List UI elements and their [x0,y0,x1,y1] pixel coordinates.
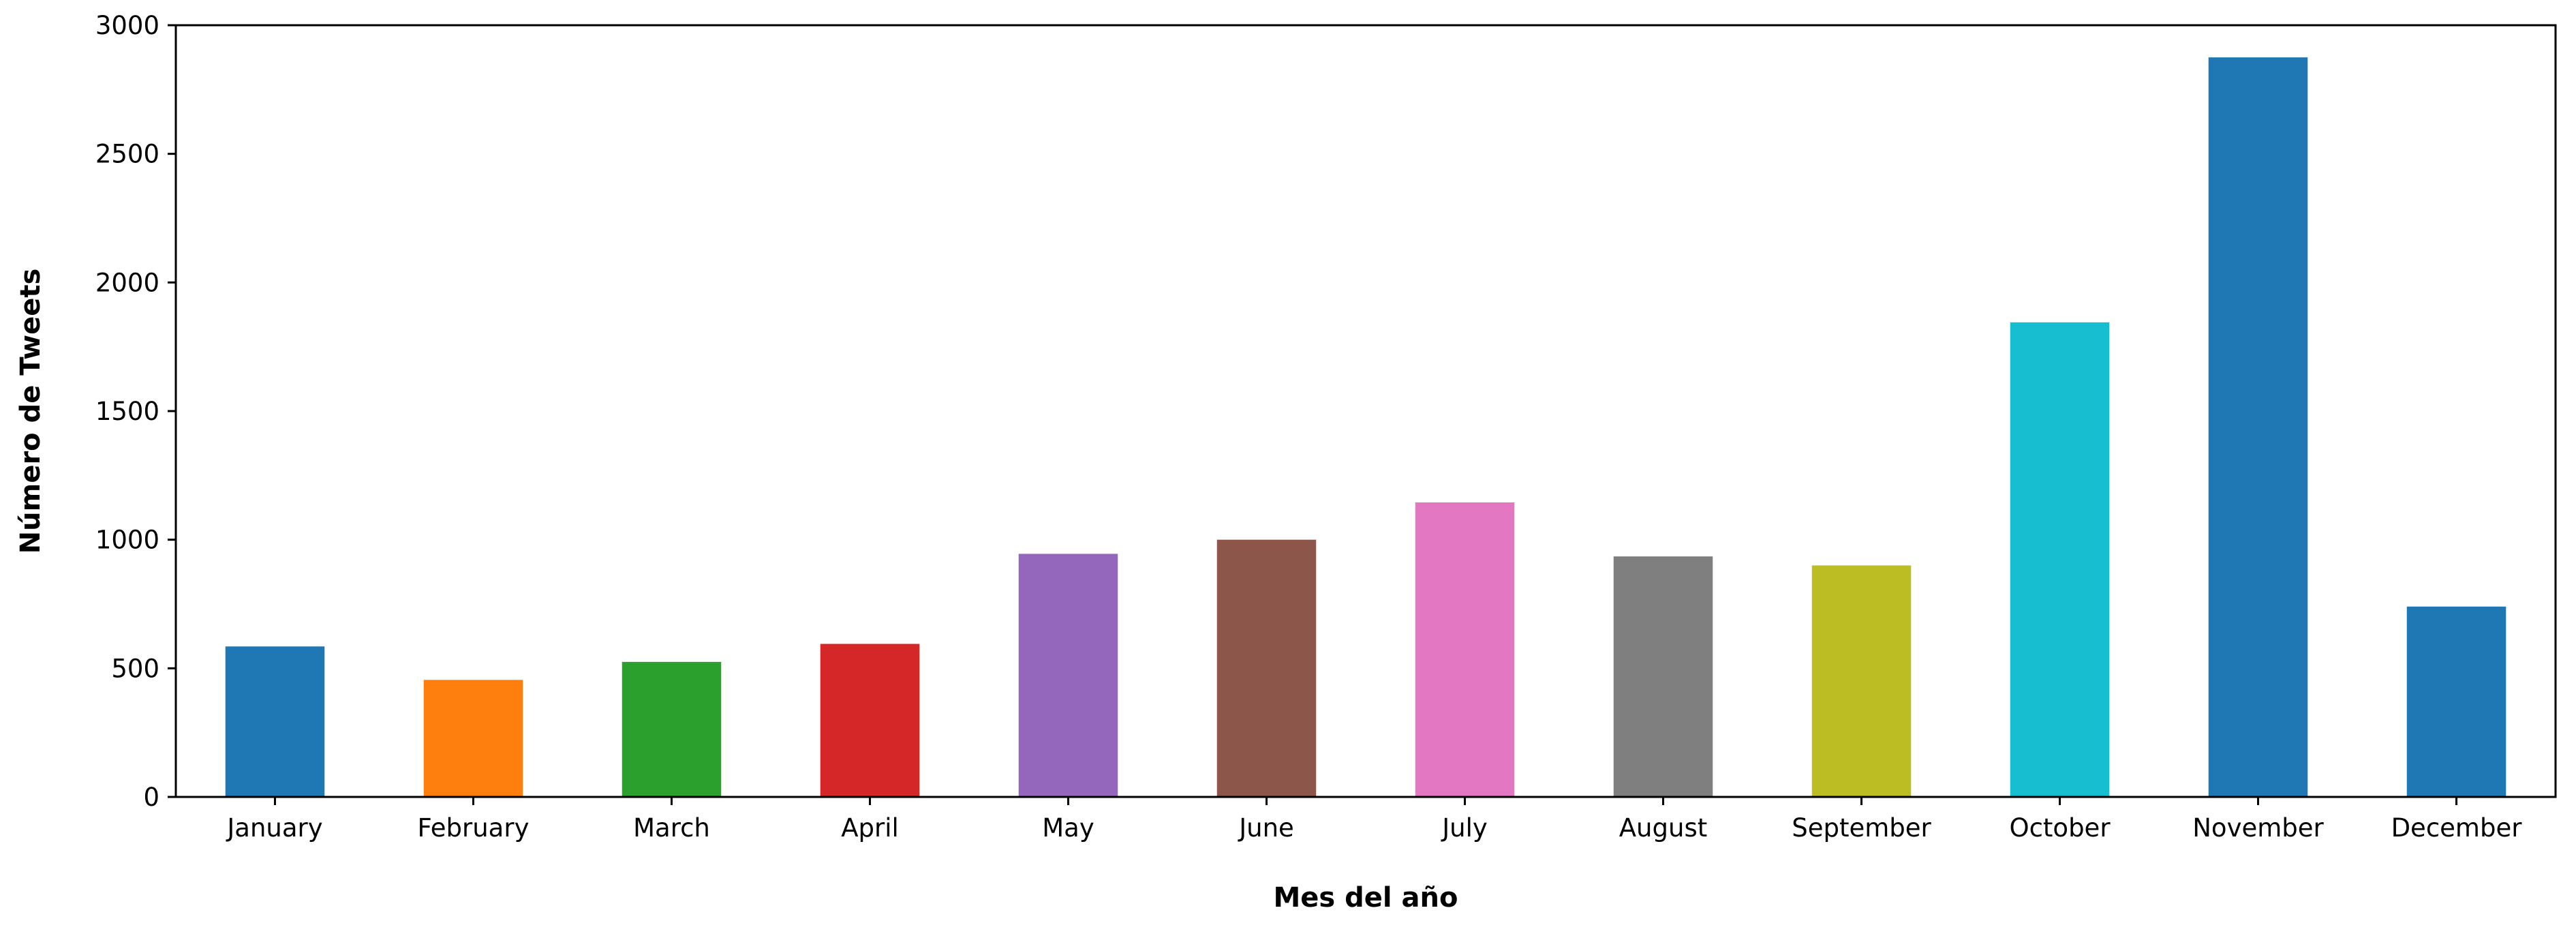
bar-november [2208,57,2308,798]
x-tick-label-november: November [2192,813,2324,843]
y-tick-label: 0 [143,783,159,812]
x-axis-ticks: January February March April May June July Augu… [226,797,2522,843]
x-tick-label-october: October [2009,813,2111,843]
bar-march [622,661,722,797]
bar-august [1613,556,1713,797]
bar-october [2010,322,2110,797]
bar-january [225,646,325,797]
x-tick-label-april: April [841,813,899,843]
x-tick-label-june: June [1238,813,1294,843]
axes-layer [174,24,2557,798]
y-axis-ticks: 0 500 1000 1500 2000 2500 3000 [95,11,176,812]
bar-february [423,680,523,797]
x-tick-label-december: December [2391,813,2523,843]
bar-july [1415,502,1515,797]
bar-june [1216,539,1317,797]
x-tick-label-july: July [1441,813,1488,843]
bar-september [1811,565,1912,797]
y-axis-title: Número de Tweets [15,269,46,554]
x-tick-label-march: March [633,813,710,843]
x-tick-label-january: January [226,813,322,843]
bar-may [1018,554,1118,797]
x-tick-label-may: May [1042,813,1094,843]
y-tick-label: 2500 [95,140,159,169]
x-tick-label-september: September [1792,813,1931,843]
y-tick-label: 1500 [95,397,159,426]
y-tick-label: 500 [111,654,159,683]
bar-april [820,644,920,797]
y-tick-label: 3000 [95,11,159,40]
x-tick-label-august: August [1619,813,1707,843]
plot-frame [174,24,2557,798]
x-axis-title: Mes del año [1273,882,1458,914]
y-tick-label: 1000 [95,526,159,555]
bars-layer [225,57,2506,798]
bar-december [2406,606,2506,797]
x-tick-label-february: February [418,813,530,843]
y-tick-label: 2000 [95,268,159,297]
